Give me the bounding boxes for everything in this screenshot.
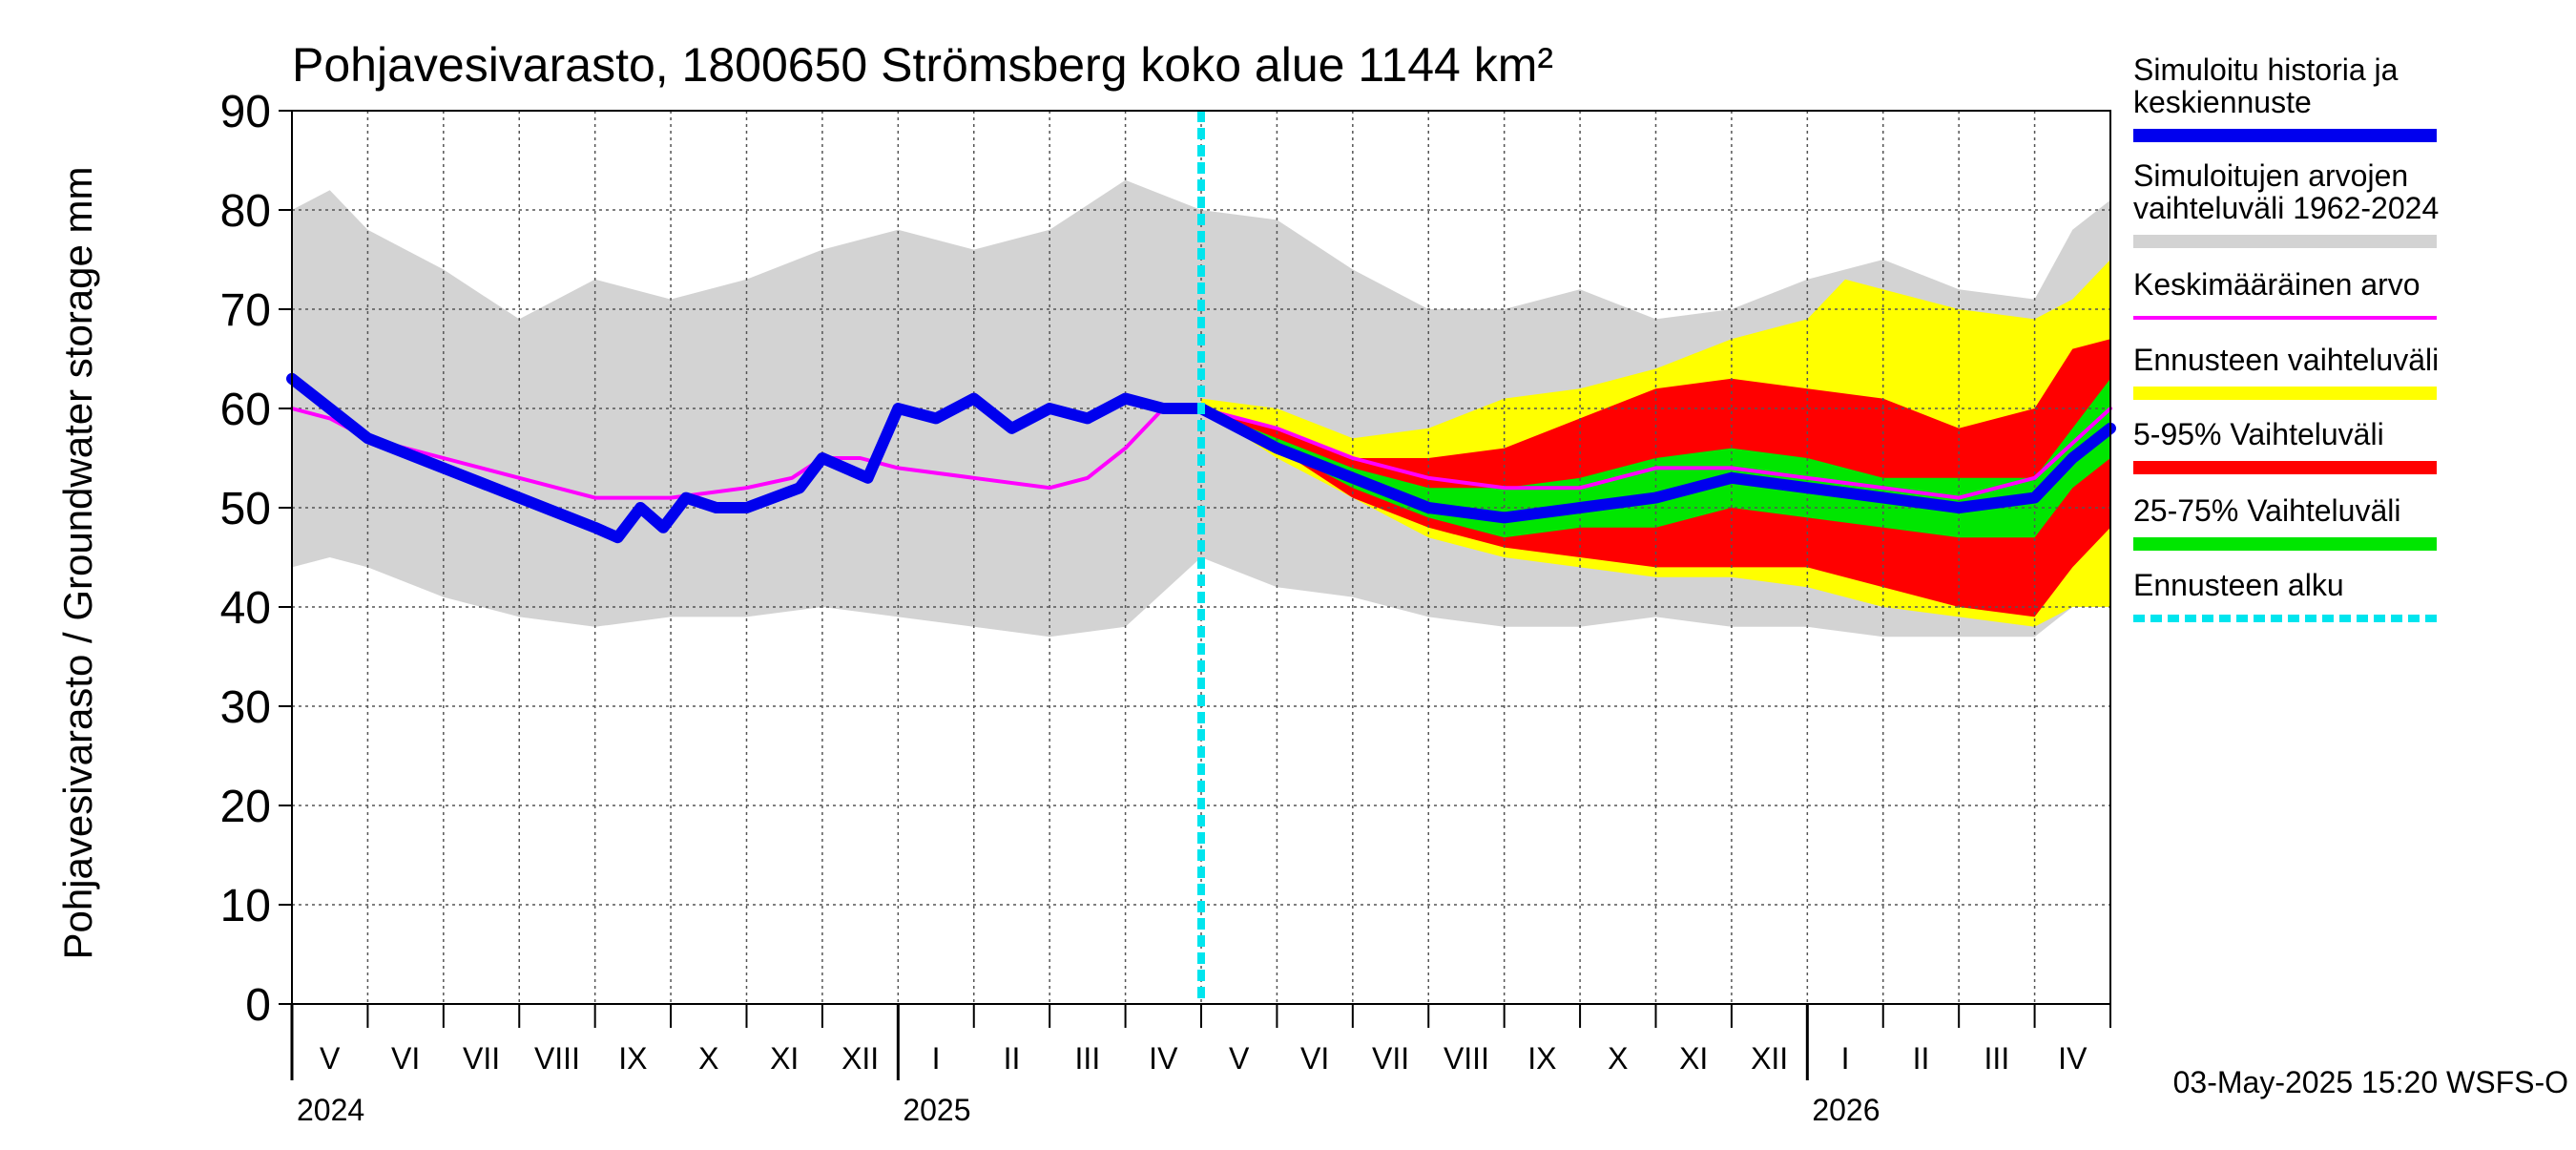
- y-tick-label: 80: [220, 186, 271, 237]
- x-tick-label: XI: [1679, 1041, 1708, 1076]
- footer-timestamp: 03-May-2025 15:20 WSFS-O: [2173, 1065, 2568, 1099]
- x-tick-label: II: [1004, 1041, 1021, 1076]
- y-tick-label: 70: [220, 285, 271, 336]
- legend-item: 25-75% Vaihteluväli: [2133, 493, 2437, 551]
- legend-label: Simuloitujen arvojen vaihteluväli 1962-20…: [2133, 158, 2439, 225]
- x-tick-label: X: [1608, 1041, 1628, 1076]
- legend-label-line: Simuloitujen arvojen: [2133, 158, 2408, 193]
- legend-item: Ennusteen alku: [2133, 568, 2437, 622]
- x-tick-label: VIII: [1444, 1041, 1489, 1076]
- x-tick-label: III: [1984, 1041, 2010, 1076]
- x-tick-label: X: [698, 1041, 718, 1076]
- year-label: 2025: [903, 1093, 970, 1127]
- legend-label: Ennusteen vaihteluväli: [2133, 343, 2439, 377]
- legend-label-line: vaihteluväli 1962-2024: [2133, 191, 2439, 225]
- legend-label-line: Simuloitu historia ja: [2133, 52, 2399, 87]
- x-tick-label: IV: [1149, 1041, 1178, 1076]
- x-tick-label: I: [932, 1041, 941, 1076]
- year-label: 2024: [297, 1093, 364, 1127]
- x-tick-label: III: [1075, 1041, 1101, 1076]
- legend-label: Ennusteen alku: [2133, 568, 2344, 602]
- y-tick-label: 10: [220, 881, 271, 931]
- x-tick-label: IX: [618, 1041, 647, 1076]
- x-tick-label: V: [1229, 1041, 1250, 1076]
- x-tick-label: VII: [1372, 1041, 1409, 1076]
- x-tick-label: V: [320, 1041, 341, 1076]
- x-tick-label: II: [1913, 1041, 1930, 1076]
- x-tick-label: XI: [770, 1041, 799, 1076]
- chart-title: Pohjavesivarasto, 1800650 Strömsberg kok…: [292, 38, 1553, 92]
- legend-item: Ennusteen vaihteluväli: [2133, 343, 2439, 400]
- y-axis-label: Pohjavesivarasto / Groundwater storage m…: [55, 166, 100, 959]
- legend-label-line: keskiennuste: [2133, 85, 2312, 119]
- y-tick-label: 0: [245, 980, 271, 1031]
- legend-item: 5-95% Vaihteluväli: [2133, 417, 2437, 474]
- legend-item: Simuloitujen arvojen vaihteluväli 1962-20…: [2133, 158, 2439, 248]
- x-tick-label: VI: [391, 1041, 420, 1076]
- legend: Simuloitu historia ja keskiennusteSimuloi…: [2133, 52, 2439, 622]
- y-tick-label: 30: [220, 682, 271, 733]
- series-line-5: [286, 372, 2116, 544]
- legend-label: 25-75% Vaihteluväli: [2133, 493, 2400, 528]
- x-tick-label: XII: [841, 1041, 879, 1076]
- series-line-4: [290, 407, 2112, 500]
- x-tick-label: XII: [1751, 1041, 1788, 1076]
- legend-label: 5-95% Vaihteluväli: [2133, 417, 2384, 451]
- x-tick-label: IX: [1527, 1041, 1556, 1076]
- x-tick-label: I: [1841, 1041, 1850, 1076]
- plot-area: [286, 110, 2116, 1005]
- x-tick-label: IV: [2058, 1041, 2088, 1076]
- year-label: 2026: [1812, 1093, 1880, 1127]
- y-tick-label: 20: [220, 782, 271, 832]
- x-tick-label: VI: [1300, 1041, 1329, 1076]
- legend-label: Simuloitu historia ja keskiennuste: [2133, 52, 2399, 119]
- y-tick-label: 90: [220, 87, 271, 137]
- y-tick-label: 40: [220, 583, 271, 634]
- legend-item: Simuloitu historia ja keskiennuste: [2133, 52, 2437, 142]
- y-tick-label: 60: [220, 385, 271, 435]
- legend-item: Keskimääräinen arvo: [2133, 267, 2437, 320]
- legend-label: Keskimääräinen arvo: [2133, 267, 2420, 302]
- x-tick-label: VIII: [534, 1041, 580, 1076]
- x-tick-label: VII: [463, 1041, 500, 1076]
- y-tick-label: 50: [220, 484, 271, 534]
